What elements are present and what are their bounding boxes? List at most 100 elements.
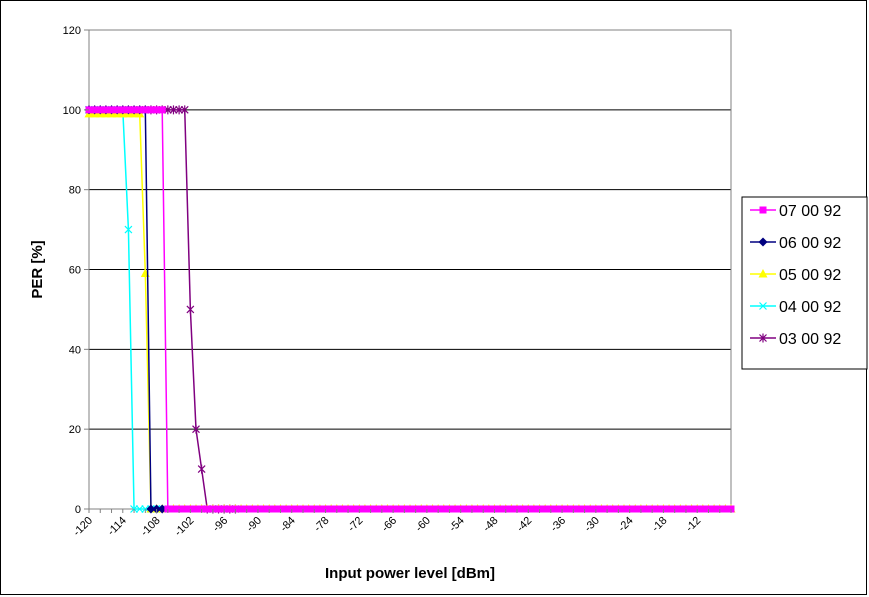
legend-marker-04-00-92 [759,302,767,310]
data-point-07-00-92-49 [485,505,493,513]
data-point-07-00-92-69 [372,505,380,513]
x-tick-label-36: -36 [548,515,568,535]
legend-item-05-00-92: 05 00 92 [750,267,841,284]
data-point-07-00-92-35 [564,505,572,513]
data-point-03-00-92-101 [192,424,200,434]
x-tick-label-24: -24 [616,515,636,535]
x-tick-label-120: -120 [71,515,95,539]
data-point-07-00-92-112 [130,106,138,114]
data-point-07-00-92-114 [119,106,127,114]
data-point-07-00-92-31 [586,505,594,513]
x-tick-label-54: -54 [447,515,467,535]
data-point-07-00-92-119 [91,106,99,114]
data-point-07-00-92-59 [429,505,437,513]
y-tick-label-40: 40 [69,344,81,356]
data-point-07-00-92-118 [96,106,104,114]
data-point-07-00-92-111 [136,106,144,114]
data-point-07-00-92-23 [631,505,639,513]
data-point-07-00-92-33 [575,505,583,513]
x-tick-label-78: -78 [312,515,332,535]
series-04-00-92 [85,105,167,513]
legend-marker-05-00-92 [758,269,768,278]
data-point-03-00-92-104 [175,105,184,115]
y-tick-label-120: 120 [63,25,81,37]
x-tick-label-102: -102 [172,515,196,539]
legend-marker-06-00-92 [758,237,768,247]
data-point-07-00-92-115 [113,106,121,114]
data-point-07-00-92-67 [383,505,391,513]
data-point-07-00-92-110 [141,106,149,114]
data-point-07-00-92-57 [440,505,448,513]
data-point-07-00-92-103 [181,505,189,513]
legend-item-06-00-92: 06 00 92 [750,235,841,252]
data-point-07-00-92-87 [271,505,279,513]
x-tick-label-96: -96 [211,515,231,535]
series-line-04-00-92 [89,109,163,510]
x-tick-label-114: -114 [105,515,128,538]
data-point-07-00-92-93 [237,505,245,513]
y-tick-label-20: 20 [69,424,81,436]
data-point-07-00-92-25 [620,505,628,513]
x-tick-label-12: -12 [684,515,704,535]
data-point-07-00-92-116 [108,106,116,114]
series-line-03-00-92 [89,109,236,510]
y-axis-title: PER [%] [29,240,46,298]
data-point-07-00-92-108 [153,106,161,114]
data-point-03-00-92-100 [197,464,206,474]
data-point-07-00-92-43 [519,505,527,513]
y-tick-label-100: 100 [63,105,81,117]
y-tick-label-60: 60 [69,265,81,277]
data-point-07-00-92-15 [676,505,684,513]
legend: 07 00 92 06 00 92 05 00 92 04 00 92 03 00 92 [741,196,868,370]
data-point-07-00-92-9 [710,505,718,513]
data-point-07-00-92-101 [192,505,200,513]
data-point-07-00-92-109 [147,106,155,114]
legend-label-04-00-92: 04 00 92 [779,299,841,316]
data-point-07-00-92-17 [665,505,673,513]
data-point-03-00-92-102 [186,304,195,314]
legend-label-03-00-92: 03 00 92 [779,331,841,348]
x-tick-label-30: -30 [582,515,602,535]
data-point-07-00-92-77 [327,505,335,513]
x-tick-label-90: -90 [244,515,264,535]
series-line-05-00-92 [89,113,731,510]
data-point-07-00-92-13 [688,505,696,513]
series-layer [84,105,736,514]
data-point-07-00-92-81 [305,505,313,513]
data-point-03-00-92-103 [180,105,189,115]
x-axis: -120 -114 -108 -102 -96 -90 -84 -78 -72 -66 -60 -54… [71,509,732,539]
data-point-07-00-92-73 [350,505,358,513]
data-point-07-00-92-117 [102,106,110,114]
data-point-07-00-92-91 [248,505,256,513]
series-line-07-00-92 [89,109,731,510]
data-point-07-00-92-79 [316,505,324,513]
data-point-04-00-92-111 [135,505,144,513]
data-point-07-00-92-11 [699,505,707,513]
data-point-07-00-92-97 [215,505,223,513]
data-point-07-00-92-71 [361,505,369,513]
y-axis: 0 20 40 60 80 100 120 [63,25,89,516]
legend-label-06-00-92: 06 00 92 [779,235,841,252]
data-point-07-00-92-47 [496,505,504,513]
data-point-07-00-92-61 [417,505,425,513]
x-axis-title: Input power level [dBm] [325,565,495,582]
x-tick-label-48: -48 [481,515,501,535]
x-tick-label-108: -108 [139,515,163,539]
data-point-03-00-92-105 [169,105,178,115]
data-point-07-00-92-19 [654,505,662,513]
x-tick-label-42: -42 [515,515,535,535]
legend-marker-03-00-92 [759,333,767,343]
y-tick-label-0: 0 [75,504,81,516]
data-point-07-00-92-7 [721,505,729,513]
data-point-07-00-92-63 [406,505,414,513]
data-point-07-00-92-89 [260,505,268,513]
data-point-07-00-92-107 [158,106,166,114]
legend-label-05-00-92: 05 00 92 [779,267,841,284]
x-tick-label-60: -60 [413,515,433,535]
series-03-00-92 [85,105,240,514]
data-point-07-00-92-21 [643,505,651,513]
data-point-07-00-92-51 [474,505,482,513]
grid [89,109,731,430]
data-point-07-00-92-85 [282,505,290,513]
